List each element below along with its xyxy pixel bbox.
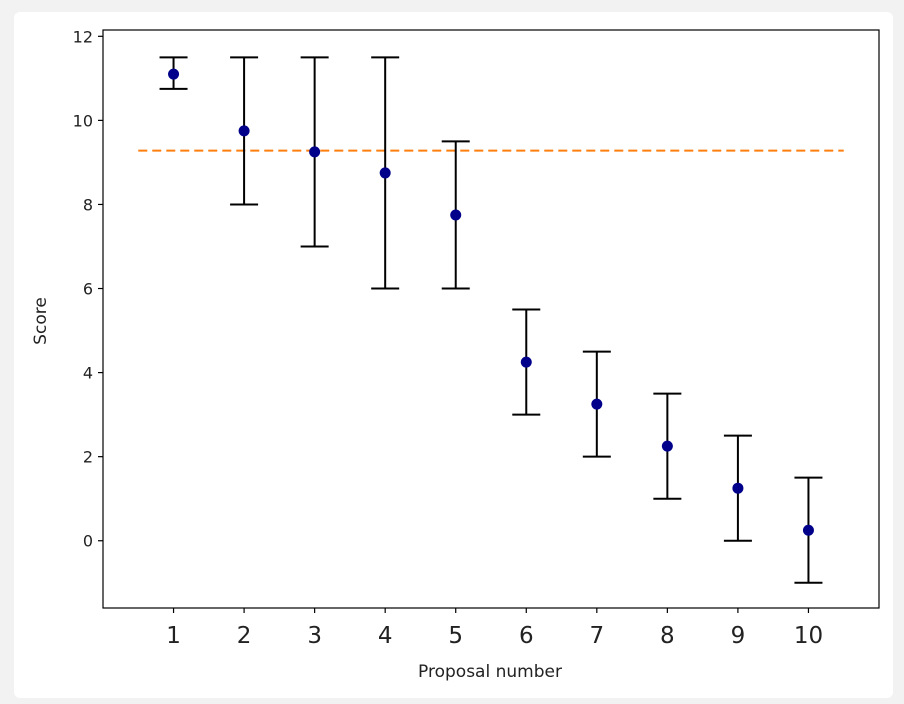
y-tick-label: 8 (83, 195, 93, 214)
x-tick-label: 9 (731, 623, 746, 649)
data-point (450, 209, 462, 221)
x-tick-label: 1 (166, 623, 181, 649)
data-point (661, 440, 673, 452)
data-point (732, 482, 744, 494)
data-point (802, 524, 814, 536)
y-tick-label: 10 (73, 111, 93, 130)
x-tick-label: 5 (448, 623, 463, 649)
x-axis-label: Proposal number (418, 662, 562, 682)
plot-frame (102, 29, 880, 609)
y-tick-label: 6 (83, 280, 93, 299)
x-tick-label: 10 (794, 623, 823, 649)
y-tick-label: 2 (83, 448, 93, 467)
x-tick-label: 4 (378, 623, 393, 649)
data-point (379, 167, 391, 179)
data-point (238, 125, 250, 137)
chart-card (14, 12, 893, 698)
data-point (309, 146, 321, 158)
x-tick-label: 2 (237, 623, 252, 649)
y-tick-label: 4 (83, 364, 93, 383)
y-axis-label: Score (31, 297, 51, 345)
x-tick-label: 8 (660, 623, 675, 649)
data-point (520, 356, 532, 368)
plot-layer (138, 56, 844, 584)
x-tick-label: 3 (307, 623, 322, 649)
y-tick-label: 0 (83, 532, 93, 551)
data-point (591, 398, 603, 410)
x-tick-label: 6 (519, 623, 534, 649)
x-tick-label: 7 (589, 623, 604, 649)
data-point (168, 68, 180, 80)
y-tick-label: 12 (73, 27, 93, 46)
